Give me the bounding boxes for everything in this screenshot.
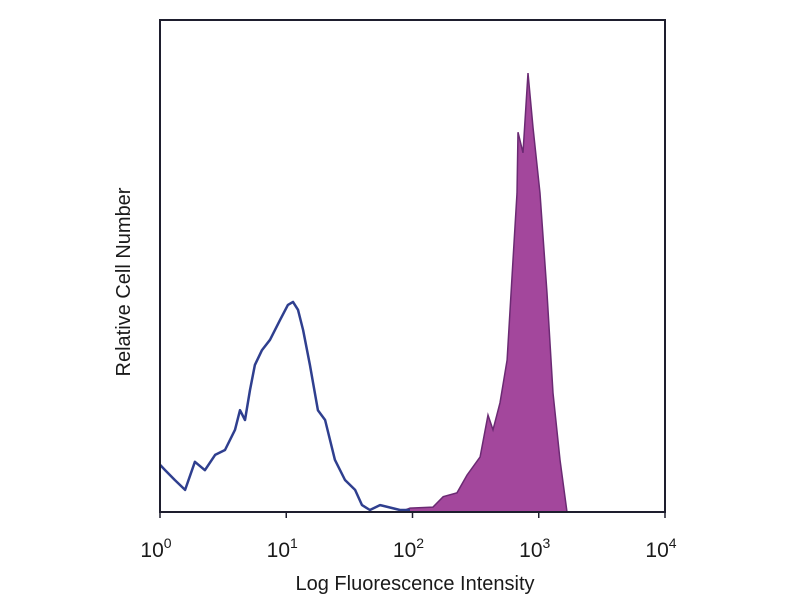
x-tick-label: 102 [393, 535, 424, 562]
plot-frame [159, 19, 666, 513]
x-tick-label: 104 [645, 535, 676, 562]
control-histogram-line [159, 300, 410, 512]
y-axis-label: Relative Cell Number [113, 187, 135, 376]
x-tick-label: 103 [519, 535, 550, 562]
stained-histogram-area [399, 73, 568, 513]
x-tick-label: 101 [267, 535, 298, 562]
x-axis-label: Log Fluorescence Intensity [295, 573, 534, 595]
x-tick-label: 100 [140, 535, 171, 562]
